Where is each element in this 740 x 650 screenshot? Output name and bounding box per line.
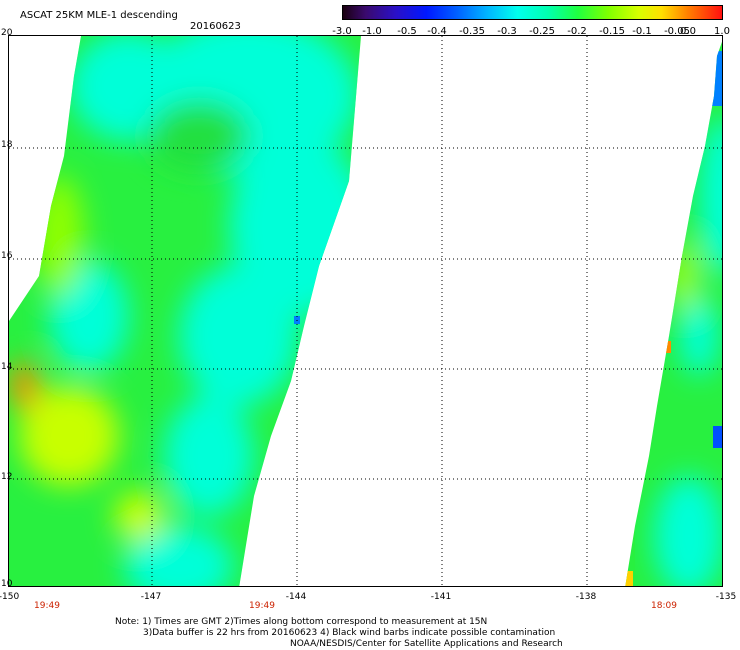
lon-label: -144 [285, 592, 307, 602]
colorbar-labels: -3.0 -1.0 -0.5 -0.4 -0.35 -0.3 -0.25 -0.… [330, 26, 730, 38]
colorbar-label: -0.2 [567, 26, 587, 37]
note-line-2: 3)Data buffer is 22 hrs from 20160623 4)… [143, 628, 556, 638]
colorbar-label: -0.5 [397, 26, 417, 37]
colorbar-label: -0.1 [632, 26, 652, 37]
lat-label: 10 [1, 579, 13, 589]
colorbar-label: -1.0 [362, 26, 382, 37]
graticule [9, 36, 722, 586]
wind-map-svg [9, 36, 722, 586]
colorbar-label: 1.0 [714, 26, 730, 37]
swath-field [654, 116, 722, 586]
lon-label: -138 [575, 592, 597, 602]
colorbar-label: -0.25 [529, 26, 555, 37]
lat-label: 18 [1, 140, 13, 150]
note-line-3: NOAA/NESDIS/Center for Satellite Applica… [290, 639, 563, 649]
map-title: ASCAT 25KM MLE-1 descending [20, 10, 178, 21]
pass-time-label: 19:49 [34, 601, 60, 611]
swath-field [10, 36, 361, 586]
colorbar-label: -0.4 [427, 26, 447, 37]
colorbar-label: -0.15 [599, 26, 625, 37]
colorbar-label: -0.35 [459, 26, 485, 37]
pass-time-label: 18:09 [651, 601, 677, 611]
note-line-1: Note: 1) Times are GMT 2)Times along bot… [115, 617, 488, 627]
colorbar-label: 0.0 [680, 26, 696, 37]
lon-label: -135 [715, 592, 737, 602]
lat-label: 20 [1, 28, 13, 38]
colorbar-label: -3.0 [332, 26, 352, 37]
lon-label: -147 [140, 592, 162, 602]
colorbar-label: -0.3 [497, 26, 517, 37]
lat-label: 16 [1, 251, 13, 261]
lat-label: 12 [1, 472, 13, 482]
pass-time-label: 19:49 [249, 601, 275, 611]
lat-label: 14 [1, 362, 13, 372]
lon-label: -141 [430, 592, 452, 602]
left-swath [9, 36, 361, 586]
colorbar [342, 5, 723, 20]
colorbar-label: -0.05 [664, 26, 690, 37]
wind-map-panel [8, 35, 723, 587]
lon-label: -150 [0, 592, 20, 602]
right-swath [625, 36, 722, 586]
map-date: 20160623 [190, 21, 241, 32]
